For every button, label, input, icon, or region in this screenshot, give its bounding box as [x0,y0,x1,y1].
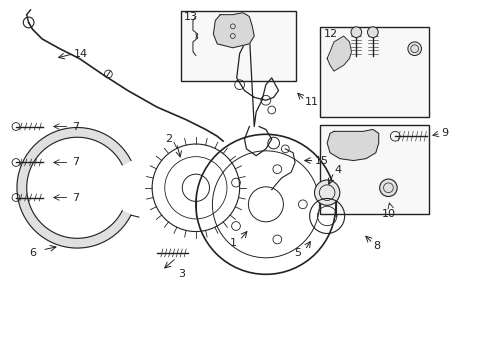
Text: 7: 7 [72,122,80,131]
Text: 1: 1 [229,238,236,248]
Text: 14: 14 [74,49,88,59]
Text: 12: 12 [324,29,338,39]
Text: 8: 8 [372,241,379,251]
Bar [320,27,428,117]
Polygon shape [326,130,378,161]
Text: 6: 6 [29,248,36,258]
Text: 9: 9 [440,128,447,138]
Text: 5: 5 [294,248,301,258]
Text: 2: 2 [165,134,172,144]
Text: 3: 3 [178,269,184,279]
Bar [181,11,295,81]
Circle shape [379,179,396,197]
Text: 15: 15 [314,156,328,166]
Polygon shape [326,36,351,71]
Text: 10: 10 [381,209,395,219]
Polygon shape [17,127,131,248]
Text: 13: 13 [184,12,198,22]
Circle shape [407,42,421,55]
Text: 4: 4 [333,165,341,175]
Circle shape [314,180,339,205]
Text: 7: 7 [72,193,80,203]
Circle shape [367,27,377,37]
Circle shape [350,27,361,37]
Text: 11: 11 [304,97,318,107]
Polygon shape [213,13,254,48]
Bar [320,125,428,214]
Text: 7: 7 [72,157,80,167]
